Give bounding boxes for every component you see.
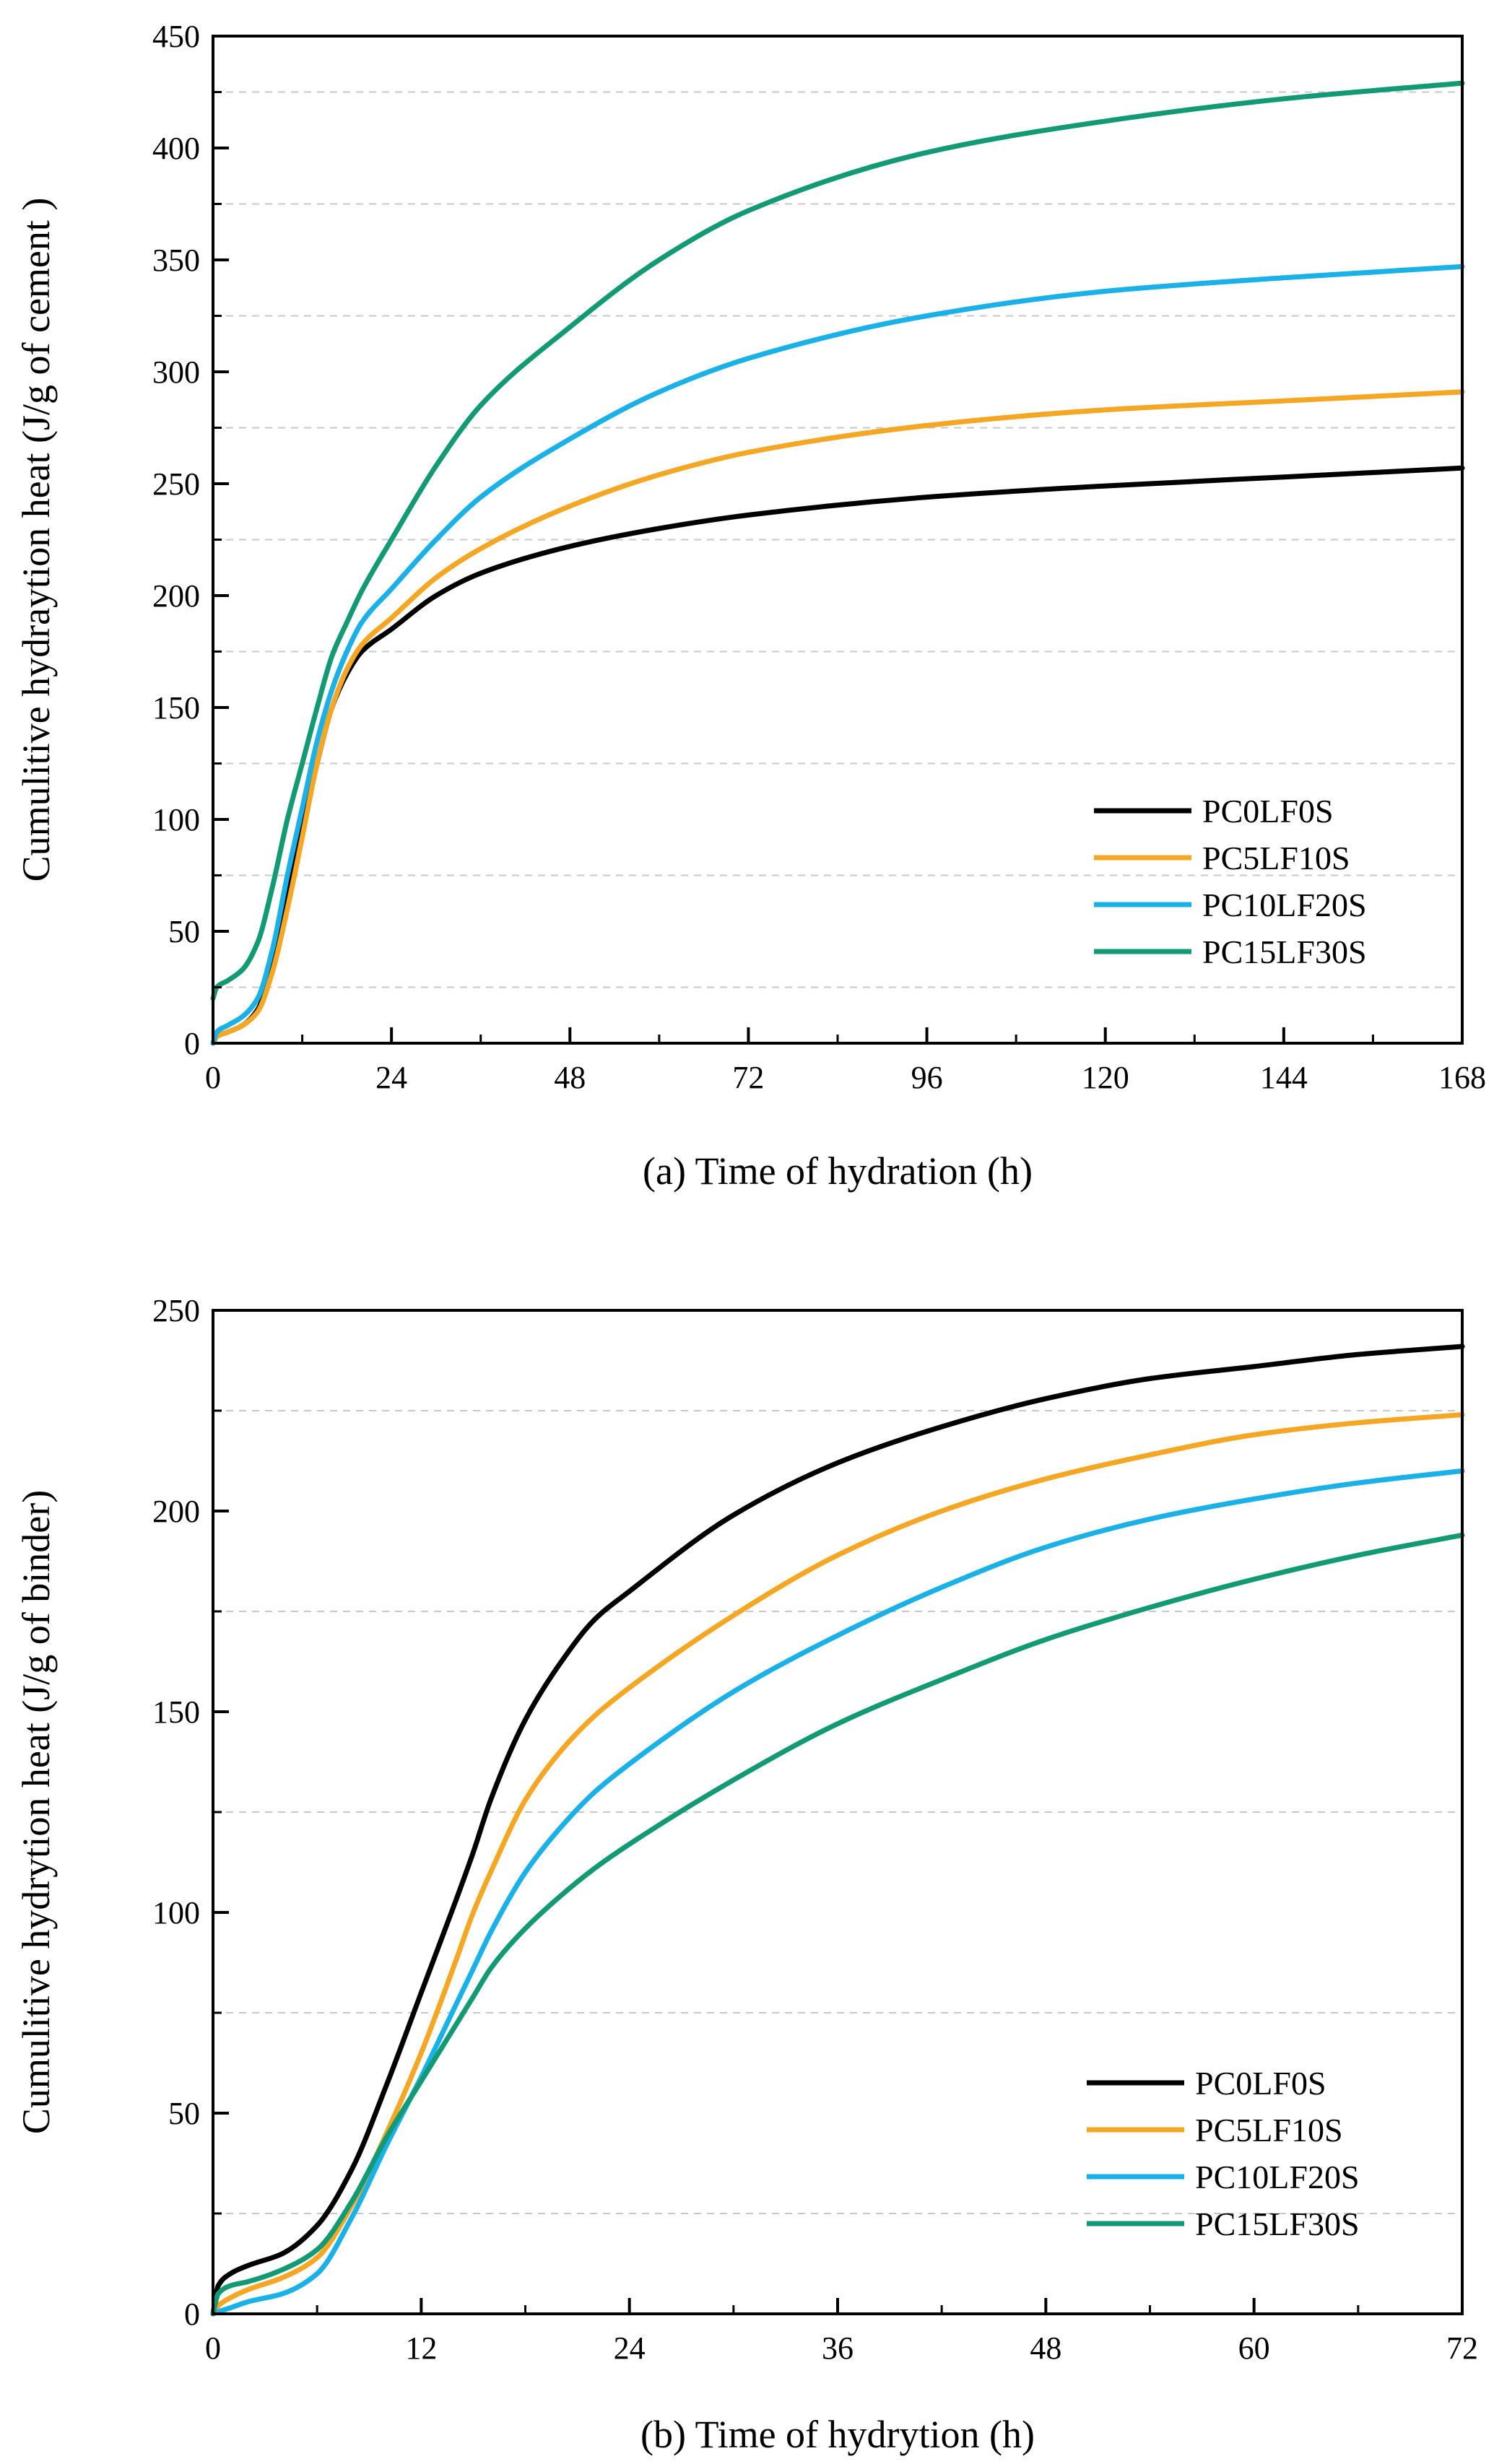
x-tick-label: 72	[1446, 2330, 1478, 2366]
y-tick-label: 150	[152, 690, 200, 726]
legend-label: PC10LF20S	[1202, 887, 1367, 923]
y-tick-label: 450	[152, 19, 200, 54]
legend-label: PC5LF10S	[1195, 2112, 1343, 2149]
y-tick-label: 50	[168, 914, 200, 949]
x-tick-label: 96	[911, 1060, 943, 1095]
legend-label: PC5LF10S	[1202, 840, 1350, 876]
y-tick-label: 400	[152, 131, 200, 166]
x-tick-label: 0	[205, 1060, 221, 1095]
series-line-pc5lf10s	[210, 389, 1465, 1046]
series-line-pc0lf0s	[210, 1344, 1465, 2317]
x-tick-label: 168	[1438, 1060, 1486, 1095]
x-axis-title: (b) Time of hydrytion (h)	[640, 2413, 1035, 2456]
series-line-pc5lf10s	[210, 1412, 1465, 2317]
legend-label: PC10LF20S	[1195, 2159, 1360, 2195]
y-tick-label: 100	[152, 802, 200, 837]
y-tick-label: 250	[152, 1293, 200, 1328]
y-tick-label: 0	[184, 2297, 200, 2332]
series-line-pc15lf30s	[210, 1532, 1465, 2317]
y-tick-label: 350	[152, 243, 200, 278]
x-tick-label: 120	[1082, 1060, 1129, 1095]
legend-label: PC0LF0S	[1202, 793, 1334, 830]
x-tick-label: 24	[375, 1060, 407, 1095]
y-tick-label: 150	[152, 1694, 200, 1730]
chart-panel-b: 0 12 24 36 48 60 72 0 50 100 150 200 250 (b) Time of …	[14, 1293, 1478, 2456]
x-tick-label: 60	[1238, 2330, 1270, 2366]
y-tick-label: 0	[184, 1026, 200, 1061]
y-tick-label: 250	[152, 466, 200, 502]
y-axis-title: Cumulitive hydraytion heat (J/g of cemen…	[14, 198, 58, 882]
chart-panel-a: 0 24 48 72 96 120 144 168 0 50 100 150 200 250 300 350 4…	[14, 19, 1486, 1193]
series-line-pc10lf20s	[210, 1468, 1465, 2317]
x-tick-label: 48	[554, 1060, 586, 1095]
y-tick-label: 200	[152, 578, 200, 614]
x-tick-label: 72	[732, 1060, 764, 1095]
y-tick-label: 50	[168, 2096, 200, 2131]
y-tick-label: 100	[152, 1895, 200, 1930]
legend-label: PC15LF30S	[1202, 933, 1367, 970]
x-tick-label: 0	[205, 2330, 221, 2366]
legend-label: PC15LF30S	[1195, 2206, 1360, 2242]
y-axis-title: Cumulitive hydrytion heat (J/g of binder…	[14, 1490, 58, 2134]
x-tick-label: 24	[614, 2330, 646, 2366]
x-tick-label: 12	[405, 2330, 437, 2366]
series-line-pc10lf20s	[210, 264, 1465, 1046]
x-axis-title: (a) Time of hydration (h)	[643, 1149, 1033, 1193]
x-tick-label: 48	[1030, 2330, 1061, 2366]
legend-label: PC0LF0S	[1195, 2065, 1326, 2102]
series-line-pc15lf30s	[210, 80, 1465, 1001]
y-tick-label: 300	[152, 354, 200, 390]
y-tick-label: 200	[152, 1494, 200, 1529]
x-tick-label: 144	[1260, 1060, 1308, 1095]
x-tick-label: 36	[822, 2330, 854, 2366]
